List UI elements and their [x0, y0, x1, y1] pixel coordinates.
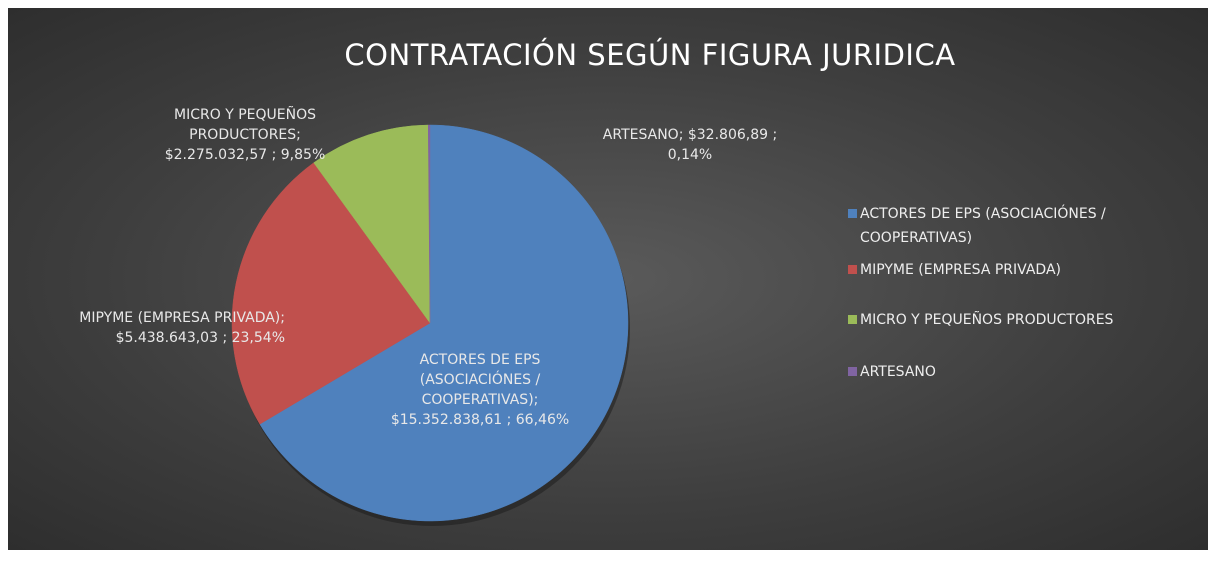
- legend-label: ACTORES DE EPS (ASOCIACIÓNES / COOPERATI…: [860, 206, 1106, 246]
- legend-item: ARTESANO: [848, 360, 1158, 384]
- legend-swatch: [848, 315, 857, 324]
- data-label: MICRO Y PEQUEÑOS PRODUCTORES; $2.275.032…: [164, 107, 326, 163]
- chart-title: CONTRATACIÓN SEGÚN FIGURA JURIDICA: [344, 38, 956, 72]
- legend-item: MIPYME (EMPRESA PRIVADA): [848, 258, 1158, 282]
- legend-label: ARTESANO: [860, 364, 936, 380]
- legend-label: MIPYME (EMPRESA PRIVADA): [860, 262, 1061, 278]
- data-label: ACTORES DE EPS (ASOCIACIÓNES / COOPERATI…: [390, 352, 570, 428]
- legend-swatch: [848, 209, 857, 218]
- data-label: ARTESANO; $32.806,89 ; 0,14%: [602, 127, 778, 163]
- legend-swatch: [848, 367, 857, 376]
- legend-label: MICRO Y PEQUEÑOS PRODUCTORES: [860, 312, 1114, 328]
- legend-swatch: [848, 265, 857, 274]
- pie-slice: [231, 162, 431, 425]
- pie-slice: [259, 124, 629, 522]
- legend-item: MICRO Y PEQUEÑOS PRODUCTORES: [848, 308, 1158, 332]
- pie-slice: [313, 124, 431, 324]
- legend-item: ACTORES DE EPS (ASOCIACIÓNES / COOPERATI…: [848, 202, 1158, 250]
- data-label: MIPYME (EMPRESA PRIVADA); $5.438.643,03 …: [79, 310, 285, 346]
- pie-slice: [427, 124, 431, 324]
